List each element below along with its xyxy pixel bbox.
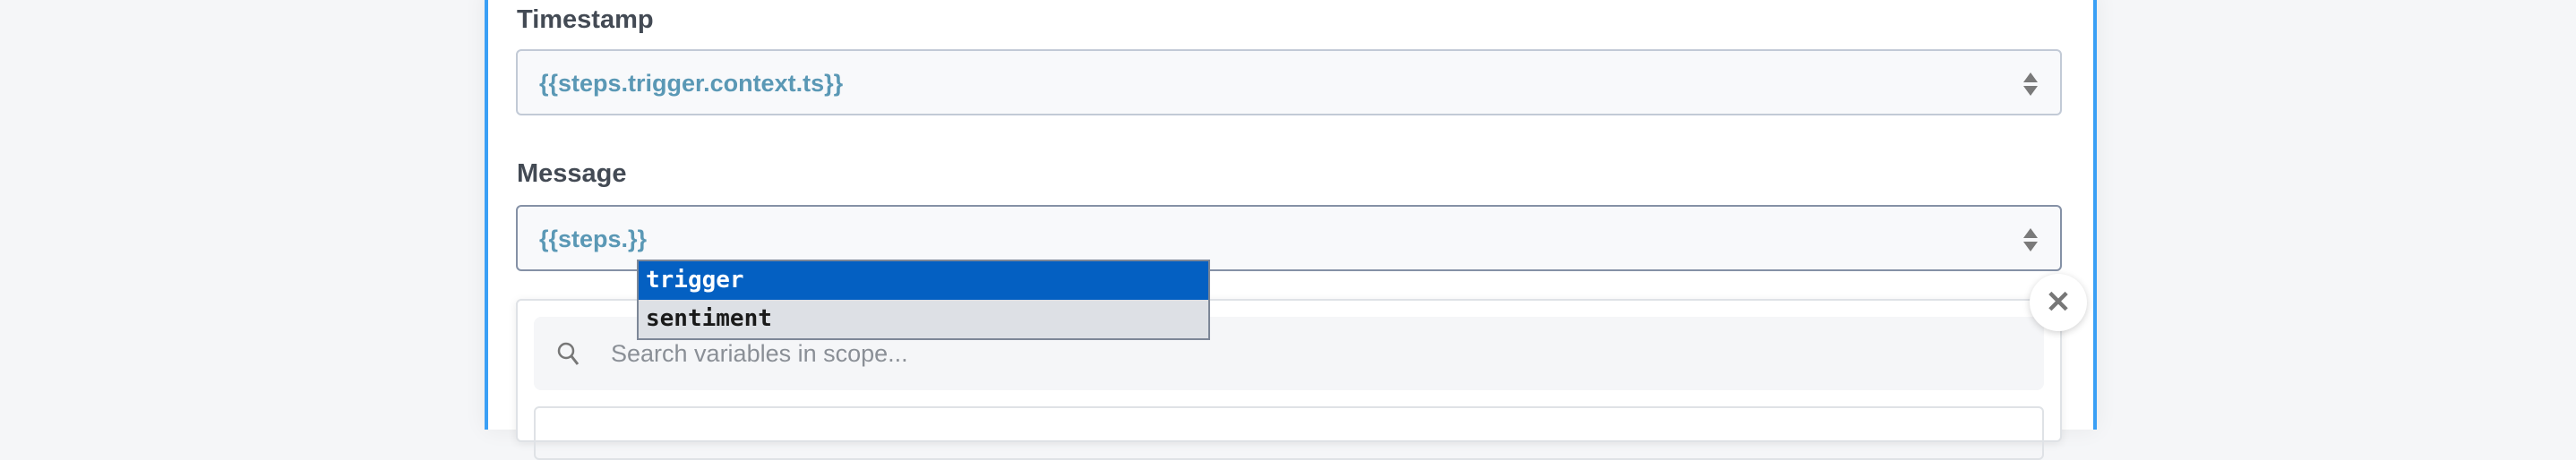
search-icon	[557, 342, 580, 365]
timestamp-field[interactable]: {{steps.trigger.context.ts}}	[516, 49, 2062, 115]
close-icon[interactable]: ✕	[2030, 274, 2087, 331]
timestamp-label: Timestamp	[517, 5, 654, 34]
sort-arrows-icon	[2023, 72, 2038, 96]
variable-list	[534, 406, 2044, 460]
autocomplete-item-trigger[interactable]: trigger	[639, 261, 1208, 300]
timestamp-value: {{steps.trigger.context.ts}}	[539, 70, 844, 97]
autocomplete-item-sentiment[interactable]: sentiment	[646, 305, 772, 332]
message-label: Message	[517, 159, 627, 188]
search-placeholder: Search variables in scope...	[611, 340, 908, 367]
message-value: {{steps.}}	[539, 226, 648, 252]
sort-arrows-icon	[2023, 228, 2038, 251]
autocomplete-dropdown: trigger sentiment	[637, 260, 1210, 340]
